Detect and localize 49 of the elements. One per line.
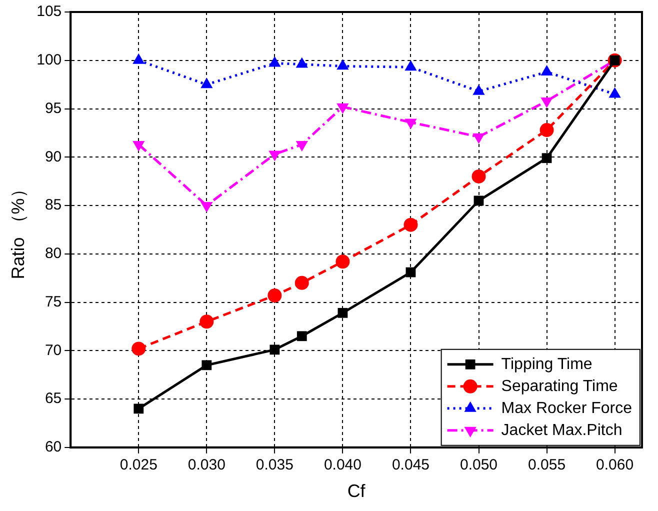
point	[132, 53, 145, 64]
point	[472, 84, 485, 95]
x-tick-label: 0.050	[460, 456, 498, 474]
point	[268, 288, 282, 302]
y-tick-label: 70	[44, 342, 62, 359]
y-tick-label: 85	[44, 196, 62, 214]
y-tick-label: 95	[44, 100, 62, 117]
x-tick-label: 0.055	[528, 456, 566, 474]
point	[338, 308, 348, 318]
point	[296, 57, 308, 68]
point	[134, 404, 144, 414]
legend-label: Jacket Max.Pitch	[501, 422, 622, 439]
x-tick-label: 0.040	[324, 456, 362, 474]
x-tick-label: 0.060	[596, 456, 634, 474]
x-tick-label: 0.025	[120, 456, 158, 474]
y-tick-label: 65	[44, 390, 62, 408]
y-tick-label: 75	[44, 293, 62, 310]
y-tick-label: 60	[44, 438, 62, 456]
point	[270, 344, 280, 355]
point	[202, 360, 212, 370]
point	[404, 60, 417, 71]
y-axis-title: Ratio （%）	[8, 180, 28, 280]
y-tick-label: 105	[36, 3, 62, 20]
point	[268, 56, 281, 67]
point	[200, 78, 213, 88]
point	[474, 196, 484, 206]
point	[294, 276, 309, 290]
point	[336, 254, 350, 269]
point	[296, 331, 307, 342]
point	[336, 59, 349, 70]
x-axis-title: Cf	[347, 481, 366, 502]
x-tick-label: 0.030	[188, 456, 226, 474]
y-tick-label: 100	[36, 52, 62, 69]
point	[472, 169, 486, 184]
point	[200, 314, 214, 329]
point	[540, 64, 553, 76]
point	[540, 123, 554, 138]
point	[608, 87, 621, 98]
point	[542, 153, 552, 164]
point	[404, 218, 418, 232]
legend-label: Max Rocker Force	[501, 400, 632, 417]
x-tick-label: 0.045	[392, 456, 430, 474]
y-tick-label: 80	[44, 245, 62, 262]
legend-label: Tipping Time	[501, 356, 592, 373]
legend-label: Separating Time	[501, 378, 618, 395]
point	[406, 267, 416, 278]
point	[132, 342, 146, 356]
y-tick-label: 90	[44, 148, 62, 166]
x-tick-label: 0.035	[256, 456, 294, 474]
